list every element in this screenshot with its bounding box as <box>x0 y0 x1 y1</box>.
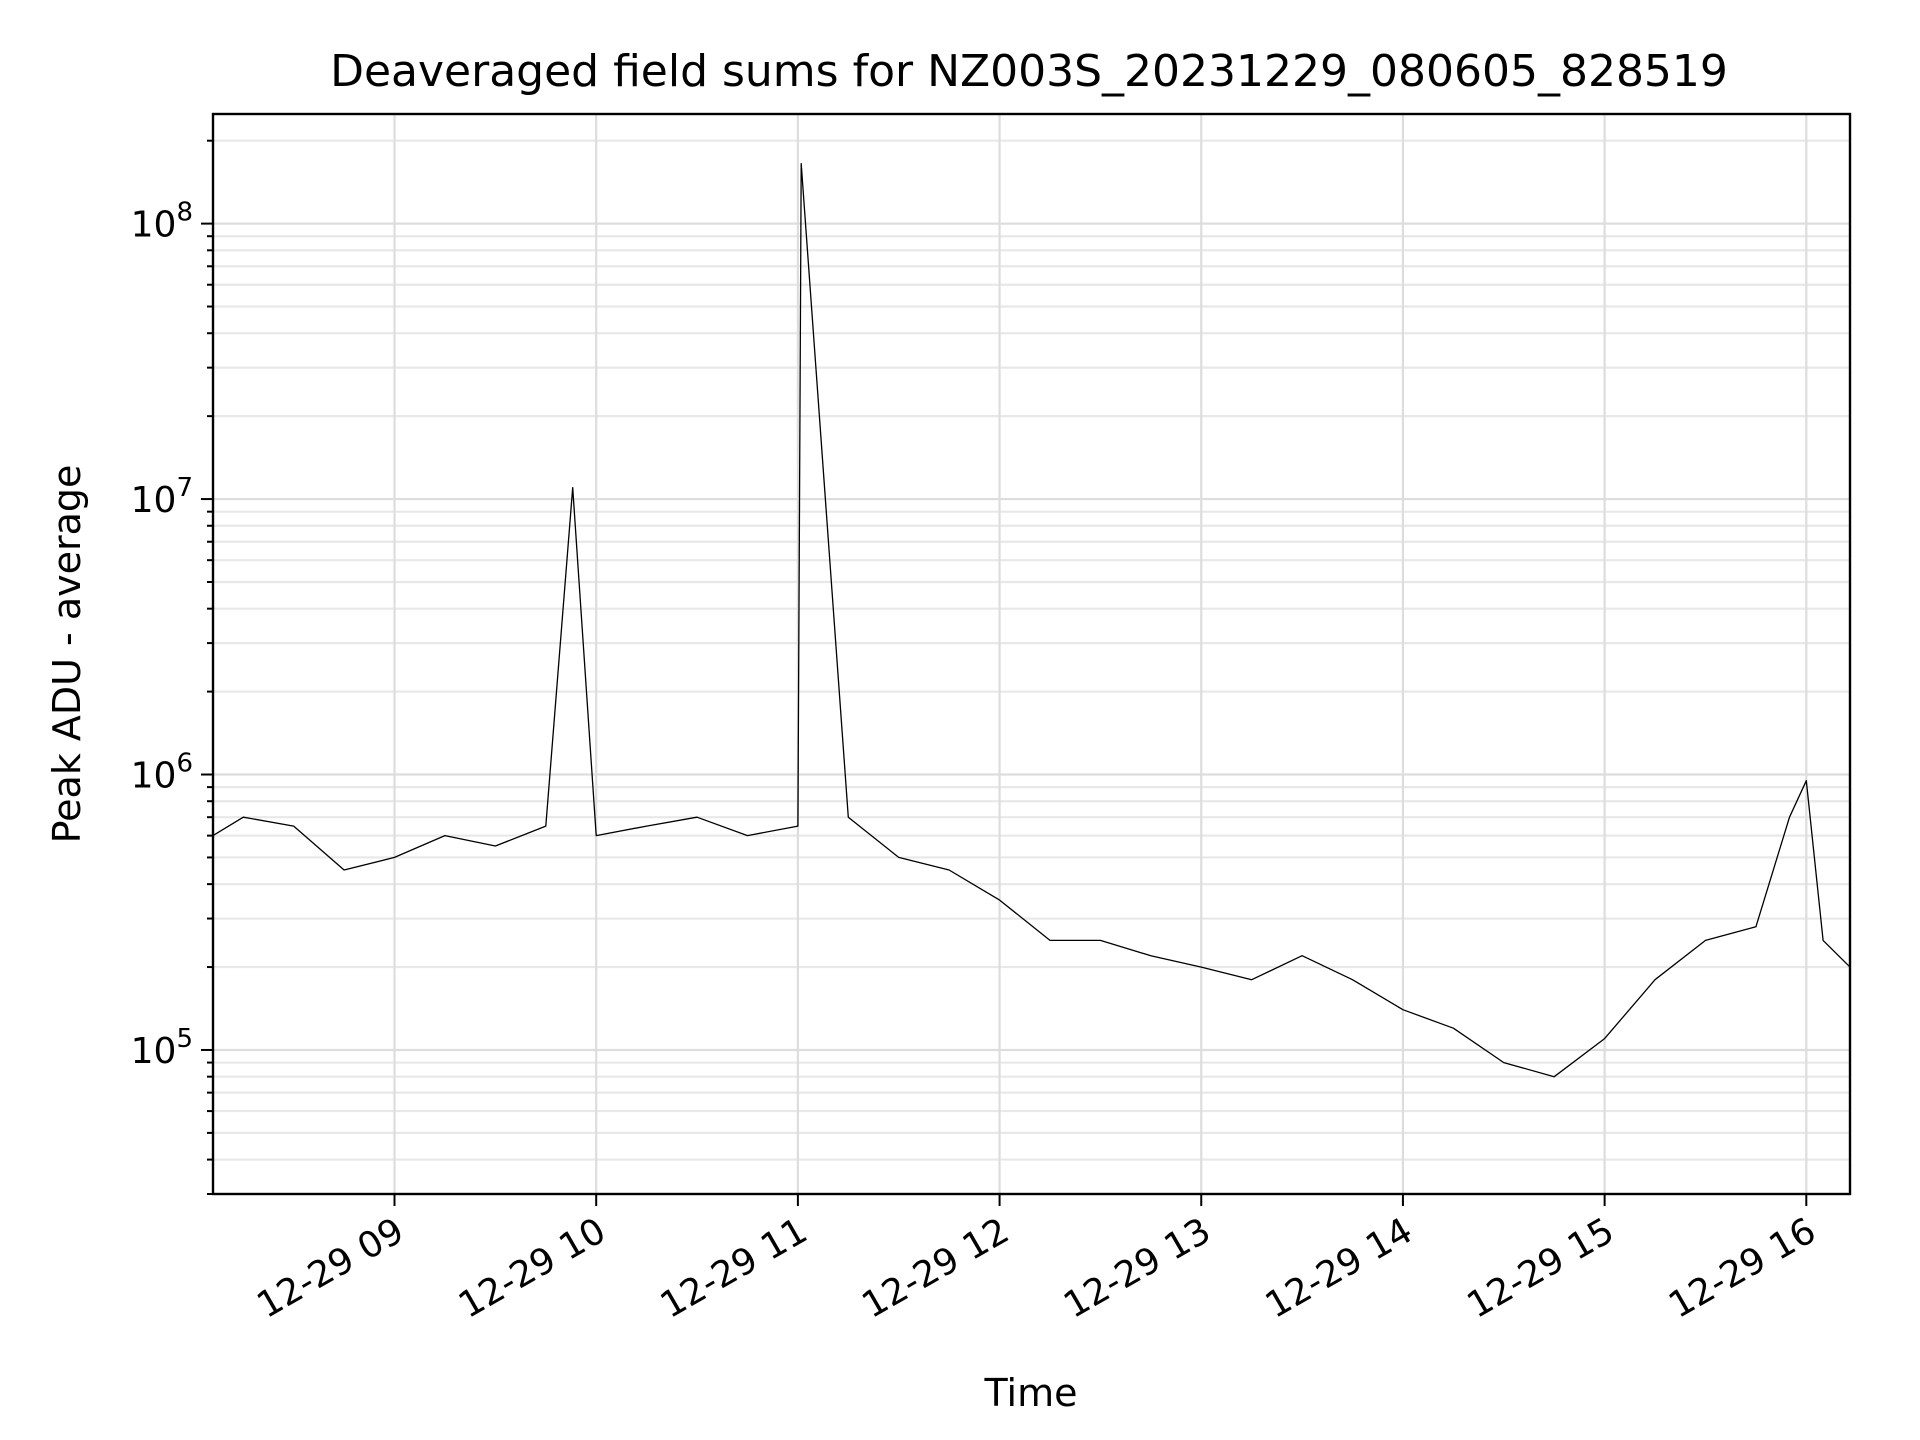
minor-grid <box>213 139 1850 1196</box>
y-axis-label: Peak ADU - average <box>45 465 89 844</box>
chart-title: Deaveraged field sums for NZ003S_2023122… <box>330 46 1728 97</box>
y-tick-label: 105 <box>131 1024 193 1072</box>
x-axis-label: Time <box>984 1371 1078 1415</box>
x-tick-label: 12-29 13 <box>1057 1210 1218 1326</box>
plot-frame <box>211 112 1852 1196</box>
series-group <box>212 163 1851 1078</box>
y-tick-label: 108 <box>131 198 193 246</box>
series-line <box>212 163 1851 1078</box>
y-ticks: 105 106 107 108 <box>131 139 213 1195</box>
x-tick-label: 12-29 11 <box>654 1210 815 1326</box>
x-tick-label: 12-29 10 <box>452 1210 613 1326</box>
y-tick-label: 107 <box>131 473 193 521</box>
x-tick-label: 12-29 14 <box>1259 1210 1420 1326</box>
major-grid <box>213 114 1850 1194</box>
x-tick-label: 12-29 16 <box>1662 1210 1823 1326</box>
x-tick-label: 12-29 12 <box>855 1210 1016 1326</box>
x-tick-label: 12-29 09 <box>250 1210 411 1326</box>
x-tick-label: 12-29 15 <box>1460 1210 1621 1326</box>
y-tick-label: 106 <box>131 749 193 797</box>
x-ticks: 12-29 09 12-29 10 12-29 11 12-29 12 12-29 13… <box>250 1194 1823 1327</box>
